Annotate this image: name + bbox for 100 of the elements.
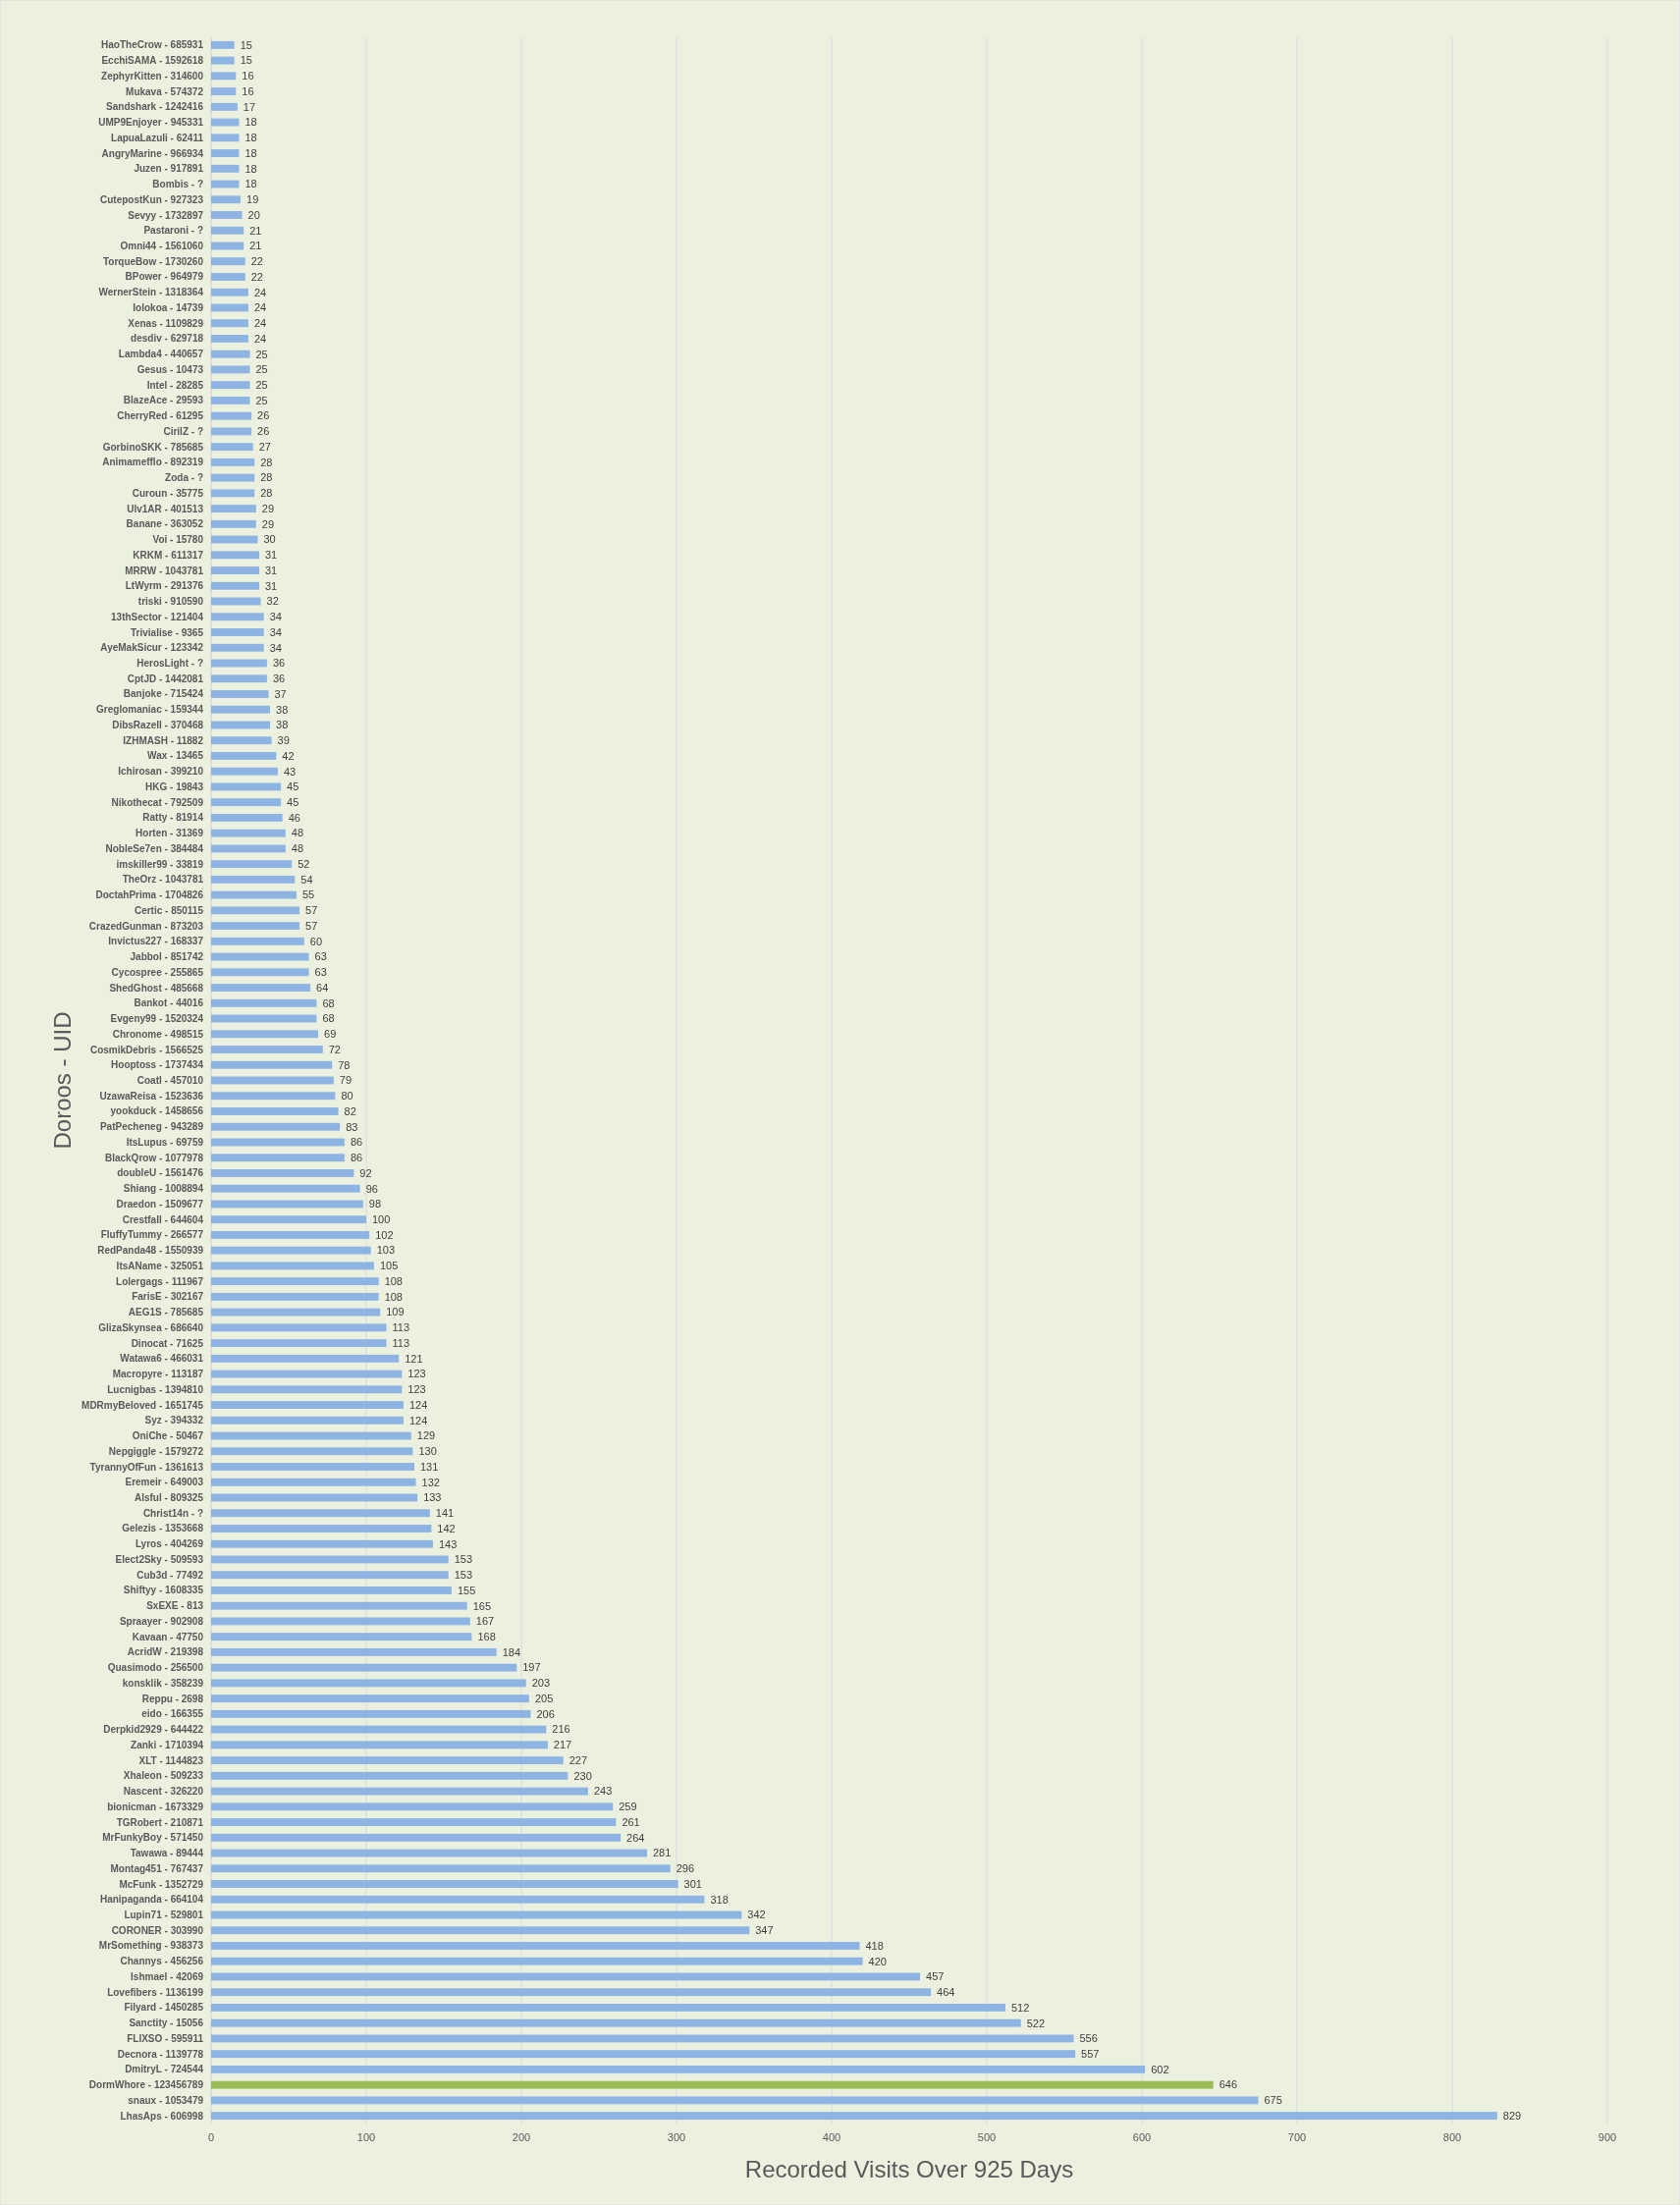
bar <box>211 1478 416 1486</box>
y-tick-label: Bankot - 44016 <box>134 997 204 1009</box>
bar <box>211 2080 1214 2089</box>
data-label: 129 <box>416 1429 436 1442</box>
y-tick-label: FLIXSO - 595911 <box>127 2032 204 2044</box>
x-tick-label: 900 <box>1598 2131 1617 2143</box>
y-tick-label: TorqueBow - 1730260 <box>102 255 204 267</box>
bar <box>211 937 304 945</box>
bar <box>211 1647 497 1656</box>
y-tick-label: Coatl - 457010 <box>136 1075 204 1086</box>
bar <box>211 2034 1074 2043</box>
bar <box>211 489 255 498</box>
bar <box>211 566 259 574</box>
data-label: 54 <box>300 873 313 886</box>
bar <box>211 319 248 328</box>
data-label: 124 <box>408 1414 428 1426</box>
bar <box>211 1184 360 1193</box>
data-label: 45 <box>287 796 299 809</box>
bar <box>211 1942 860 1950</box>
data-label: 43 <box>283 765 297 778</box>
y-tick-label: Banjoke - 715424 <box>123 688 204 700</box>
bar <box>211 1833 622 1842</box>
y-tick-label: LapuaLazuli - 62411 <box>111 132 204 143</box>
bar <box>211 1957 863 1965</box>
x-tick-label: 500 <box>977 2131 997 2143</box>
data-label: 347 <box>755 1924 774 1937</box>
y-tick-label: Xenas - 1109829 <box>128 317 204 329</box>
y-tick-label: imskiller99 - 33819 <box>116 858 204 870</box>
bar <box>211 1107 339 1115</box>
y-tick-label: EcchiSAMA - 1592618 <box>101 55 204 67</box>
data-label: 24 <box>253 286 267 298</box>
data-label: 153 <box>454 1553 473 1566</box>
data-label: 131 <box>419 1460 439 1473</box>
y-tick-label: Wax - 13465 <box>147 750 204 762</box>
y-tick-label: Tawawa - 89444 <box>130 1848 204 1859</box>
bar <box>211 1818 617 1826</box>
y-tick-label: konsklik - 358239 <box>122 1677 204 1689</box>
data-label: 18 <box>244 146 257 159</box>
data-label: 17 <box>243 100 256 113</box>
bar <box>211 984 311 992</box>
data-label: 25 <box>255 379 268 392</box>
y-tick-label: ShedGhost - 485668 <box>109 982 204 994</box>
y-tick-label: Shiftyy - 1608335 <box>123 1585 204 1596</box>
bar <box>211 273 245 281</box>
y-tick-label: PatPecheneg - 943289 <box>99 1121 204 1133</box>
bar <box>211 427 252 436</box>
data-label: 29 <box>261 502 275 514</box>
y-tick-label: Draedon - 1509677 <box>116 1198 204 1210</box>
data-label: 48 <box>291 842 304 855</box>
y-tick-label: Xhaleon - 509233 <box>123 1770 204 1782</box>
bar <box>211 1354 400 1363</box>
data-label: 46 <box>288 811 300 824</box>
y-tick-label: HKG - 19843 <box>145 780 204 792</box>
bar <box>211 1663 517 1672</box>
y-tick-label: Syz - 394332 <box>144 1415 204 1426</box>
data-label: 26 <box>257 425 270 438</box>
data-label: 557 <box>1081 2048 1100 2061</box>
data-label: 55 <box>301 888 315 901</box>
y-tick-label: DoctahPrima - 1704826 <box>95 889 204 901</box>
data-label: 86 <box>350 1152 363 1164</box>
y-tick-label: 13thSector - 121404 <box>111 611 204 622</box>
bar <box>211 551 259 560</box>
bar <box>211 1463 414 1471</box>
y-tick-label: CherryRed - 61295 <box>117 410 204 422</box>
data-label: 132 <box>421 1476 440 1488</box>
y-tick-label: Cub3d - 77492 <box>136 1569 204 1581</box>
data-label: 227 <box>569 1753 588 1766</box>
data-label: 32 <box>266 595 279 608</box>
bar <box>211 134 240 142</box>
bar <box>211 968 309 977</box>
bar <box>211 2065 1146 2073</box>
y-tick-label: HaoTheCrow - 685931 <box>101 39 204 51</box>
data-label: 203 <box>531 1677 551 1690</box>
y-tick-label: Banane - 363052 <box>126 518 204 530</box>
bar <box>211 1308 381 1317</box>
x-tick-label: 100 <box>356 2131 376 2143</box>
data-label: 57 <box>305 919 318 932</box>
y-tick-label: MrSomething - 938373 <box>98 1940 204 1952</box>
bar <box>211 767 278 776</box>
data-label: 130 <box>418 1445 437 1458</box>
bar <box>211 643 264 652</box>
y-tick-label: Nikothecat - 792509 <box>111 796 204 808</box>
data-label: 27 <box>258 440 271 453</box>
bar <box>211 1633 472 1641</box>
data-label: 217 <box>553 1739 572 1751</box>
data-label: 230 <box>573 1769 592 1782</box>
bar <box>211 875 296 884</box>
bar <box>211 890 297 899</box>
y-tick-label: Voi - 15780 <box>152 534 204 546</box>
y-tick-label: Lucnigbas - 1394810 <box>107 1383 204 1395</box>
data-label: 24 <box>253 301 267 314</box>
data-label: 96 <box>365 1182 378 1195</box>
bar <box>211 906 300 915</box>
data-label: 155 <box>457 1584 476 1596</box>
y-tick-label: desdiv - 629718 <box>131 333 204 345</box>
data-label: 123 <box>407 1368 426 1380</box>
y-tick-label: Ratty - 81914 <box>142 812 204 824</box>
bar <box>211 1617 470 1626</box>
data-label: 675 <box>1264 2094 1282 2107</box>
y-tick-label: Watawa6 - 466031 <box>120 1353 204 1365</box>
